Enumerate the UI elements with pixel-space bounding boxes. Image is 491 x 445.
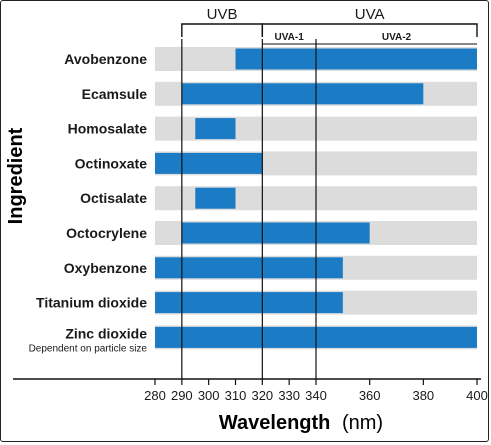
x-axis-label-unit: (nm) xyxy=(342,412,383,434)
bar-octocrylene xyxy=(181,222,370,244)
x-tick-label-300: 300 xyxy=(198,388,220,403)
band-bracket-uvb xyxy=(181,23,264,37)
x-axis-label-main: Wavelength xyxy=(219,412,331,434)
x-tick-label-330: 330 xyxy=(278,388,300,403)
x-tick-label-290: 290 xyxy=(171,388,193,403)
bar-octinoxate xyxy=(155,152,263,174)
category-label-titanium-dioxide: Titanium dioxide xyxy=(36,295,147,311)
band-label-uva-1: UVA-1 xyxy=(275,32,305,43)
x-tick-label-340: 340 xyxy=(305,388,327,403)
bar-homosalate xyxy=(195,118,236,140)
x-axis-label: Wavelength (nm) xyxy=(219,412,383,434)
x-tick-label-320: 320 xyxy=(251,388,273,403)
category-label-zinc-dioxide: Zinc dioxide xyxy=(65,325,147,341)
category-label-octinoxate: Octinoxate xyxy=(75,155,148,171)
bar-titanium-dioxide xyxy=(155,292,343,314)
axes: 280 290 300 310 320 330 340 360 380 400 xyxy=(13,39,488,403)
category-label-ecamsule: Ecamsule xyxy=(82,86,148,102)
x-tick-label-310: 310 xyxy=(225,388,247,403)
band-label-uva: UVA xyxy=(355,6,385,23)
y-axis-label: Ingredient xyxy=(5,127,27,224)
category-label-homosalate: Homosalate xyxy=(68,121,148,137)
category-labels: Avobenzone Ecamsule Homosalate Octinoxate Oc… xyxy=(29,51,148,354)
category-note-zinc-dioxide: Dependent on particle size xyxy=(29,343,148,354)
category-label-avobenzone: Avobenzone xyxy=(64,51,147,67)
uv-band-header: UVB UVA UVA-1 UVA-2 xyxy=(181,6,478,45)
x-tick-label-360: 360 xyxy=(359,388,381,403)
bar-octisalate xyxy=(195,187,236,209)
x-tick-label-400: 400 xyxy=(466,388,488,403)
category-label-octisalate: Octisalate xyxy=(80,190,147,206)
category-label-octocrylene: Octocrylene xyxy=(66,225,147,241)
bar-avobenzone xyxy=(235,48,477,70)
x-tick-label-280: 280 xyxy=(144,388,166,403)
bar-ecamsule xyxy=(181,83,424,105)
band-bracket-uva xyxy=(261,23,478,37)
category-label-oxybenzone: Oxybenzone xyxy=(64,260,147,276)
x-tick-label-380: 380 xyxy=(412,388,434,403)
bar-oxybenzone xyxy=(155,257,343,279)
band-label-uva-2: UVA-2 xyxy=(382,32,412,43)
band-label-uvb: UVB xyxy=(207,6,238,23)
